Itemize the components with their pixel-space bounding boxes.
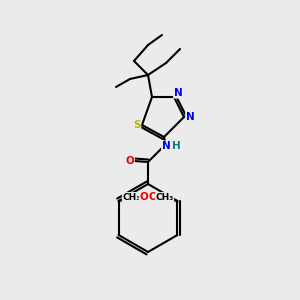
Text: S: S (133, 120, 141, 130)
Text: N: N (162, 141, 170, 151)
Text: H: H (172, 141, 180, 151)
Text: N: N (174, 88, 182, 98)
Text: O: O (126, 156, 134, 166)
Text: CH₃: CH₃ (155, 193, 174, 202)
Text: N: N (186, 112, 194, 122)
Text: O: O (148, 192, 157, 202)
Text: O: O (139, 192, 148, 202)
Text: CH₃: CH₃ (122, 193, 141, 202)
